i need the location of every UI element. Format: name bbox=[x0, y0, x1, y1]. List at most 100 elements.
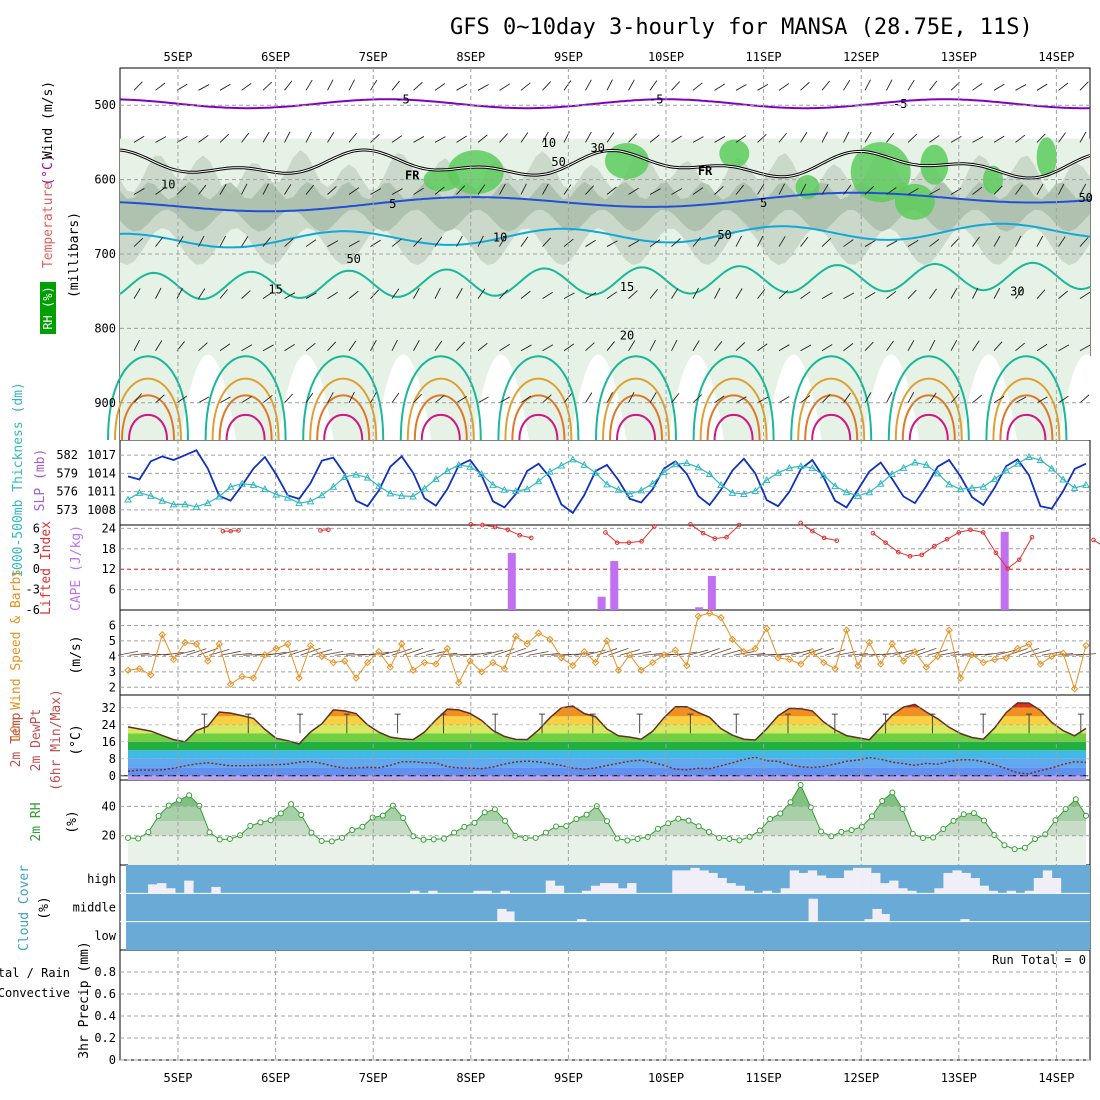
wind-barb bbox=[843, 343, 854, 352]
temp-axis-label: 2m Temp bbox=[9, 712, 24, 767]
thickness-point bbox=[1059, 475, 1068, 483]
wind-barb bbox=[1058, 183, 1065, 195]
rh-point bbox=[644, 833, 651, 840]
wind-barb bbox=[735, 396, 747, 404]
wind-barb bbox=[676, 651, 697, 656]
wind-barb bbox=[757, 184, 765, 195]
wind-barb bbox=[198, 84, 210, 91]
contour-label: 5 bbox=[389, 197, 396, 211]
wind-barb bbox=[482, 649, 504, 656]
precip-tick: 0.8 bbox=[94, 965, 116, 979]
wind-barb bbox=[284, 131, 291, 143]
rh-point bbox=[267, 817, 274, 824]
wind-barb bbox=[327, 131, 335, 143]
thickness-tick: 582 bbox=[56, 448, 78, 462]
wind-barb bbox=[370, 239, 381, 247]
wind-speed-point bbox=[580, 648, 588, 656]
boundary-temp-contour bbox=[128, 414, 168, 441]
wind-speed-point bbox=[1059, 649, 1067, 657]
cloud-high-bar bbox=[726, 883, 736, 894]
wind-barb bbox=[434, 287, 441, 299]
wind-barb bbox=[631, 651, 652, 656]
thickness-point bbox=[933, 469, 942, 477]
rh-axis-label: RH (%) bbox=[41, 286, 55, 329]
rh-point bbox=[491, 806, 498, 813]
wind-barb bbox=[649, 289, 658, 299]
wind-speed-point bbox=[181, 638, 189, 647]
wind-barb bbox=[262, 81, 273, 91]
rh-point bbox=[848, 827, 855, 834]
wind-barb bbox=[843, 239, 854, 247]
rh-point bbox=[553, 823, 560, 830]
boundary-temp-contour bbox=[713, 414, 754, 441]
rh-point bbox=[889, 789, 896, 796]
wind-speed-point bbox=[261, 651, 269, 659]
wind-barb bbox=[262, 291, 274, 300]
wind-speed-point bbox=[705, 609, 714, 617]
cloud-high-bar bbox=[1033, 878, 1044, 894]
wind-barb bbox=[1079, 344, 1091, 352]
contour-label: 30 bbox=[590, 141, 604, 155]
rh-point bbox=[216, 836, 223, 843]
li-point bbox=[228, 528, 234, 534]
rh-point bbox=[614, 835, 621, 842]
wind-barb bbox=[370, 289, 379, 299]
wind-barb bbox=[528, 651, 549, 656]
wind-speed-point bbox=[1082, 641, 1090, 650]
li-point bbox=[326, 527, 331, 533]
li-point bbox=[236, 528, 241, 533]
li-point bbox=[1005, 566, 1010, 571]
wind-barb bbox=[800, 344, 812, 352]
wind-barb bbox=[456, 396, 467, 404]
wind-barb bbox=[140, 653, 161, 656]
wind-barb bbox=[370, 340, 377, 351]
cloud-middle-bar bbox=[497, 908, 507, 922]
wind-barb bbox=[155, 394, 165, 404]
wind-barb bbox=[993, 287, 1001, 299]
wind-barb bbox=[477, 184, 486, 195]
wind-barb bbox=[950, 393, 960, 404]
wind-barb bbox=[456, 235, 463, 247]
wind-barb bbox=[756, 653, 777, 656]
wind-barb bbox=[821, 80, 830, 91]
wind-barb bbox=[585, 79, 592, 91]
thickness-point bbox=[318, 491, 326, 499]
wind-barb bbox=[477, 396, 489, 404]
wind-barb bbox=[972, 287, 979, 299]
bottom-date-label: 13SEP bbox=[941, 1071, 977, 1085]
pressure-tick: 500 bbox=[94, 98, 116, 112]
rh-high-blob bbox=[850, 142, 911, 203]
wind-barb bbox=[305, 292, 317, 300]
wind-barb bbox=[692, 187, 704, 195]
bottom-date-label: 14SEP bbox=[1038, 1071, 1074, 1085]
wind-barb bbox=[477, 235, 484, 247]
thickness-point bbox=[740, 489, 748, 498]
wind-barb bbox=[907, 133, 918, 143]
wind-speed-point bbox=[797, 660, 805, 668]
wind-speed-point bbox=[637, 666, 645, 674]
slp-panel: 1008 573 1011 576 1014 579 1017 582 bbox=[56, 440, 1090, 525]
cloud-high-bar bbox=[834, 878, 845, 894]
wind-barb bbox=[735, 84, 747, 91]
wind-barb bbox=[929, 288, 937, 299]
cloud-high-bar bbox=[618, 888, 628, 894]
thickness-line bbox=[127, 456, 1087, 508]
precip-panel: 0 0.2 0.4 0.6 0.8 Run Total = 0 Total / Rain Co… bbox=[0, 950, 1090, 1067]
wind-speed-point bbox=[774, 654, 782, 662]
thickness-point bbox=[375, 482, 383, 490]
wind-barb bbox=[1036, 396, 1048, 404]
wind-barb bbox=[327, 341, 336, 352]
li-point bbox=[798, 520, 803, 526]
wind-barb bbox=[993, 395, 1005, 404]
cloud-high-bar bbox=[988, 890, 998, 894]
slp-tick: 1017 bbox=[87, 448, 116, 462]
wind-barb bbox=[413, 187, 424, 195]
thickness-point bbox=[1025, 452, 1033, 460]
temperature-contour bbox=[119, 98, 1091, 110]
wind-barb bbox=[477, 288, 486, 299]
wind-barb bbox=[649, 134, 660, 143]
wind-barb bbox=[929, 188, 941, 195]
contour-label: 10 bbox=[493, 230, 507, 244]
thickness-point bbox=[249, 480, 258, 488]
wind-speed-point bbox=[295, 674, 303, 682]
